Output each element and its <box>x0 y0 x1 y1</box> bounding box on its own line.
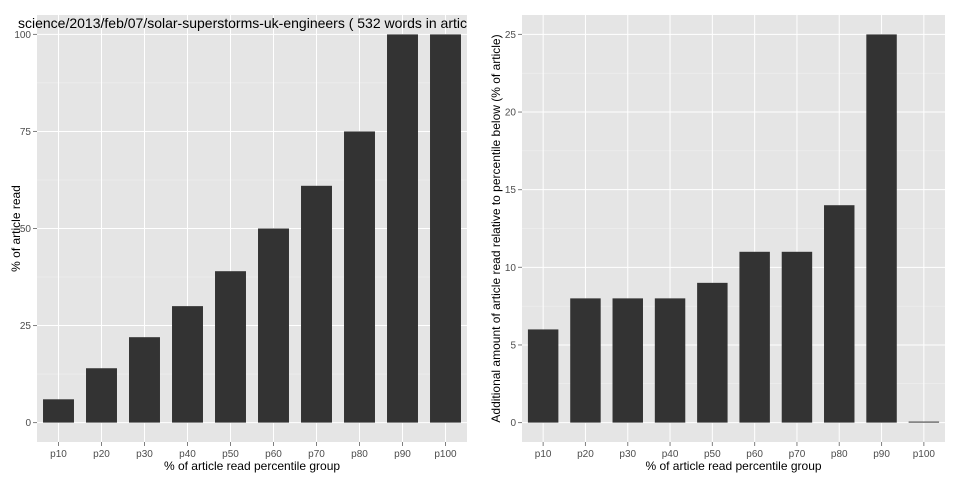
left-y-ticks: 0 25 50 75 100 <box>14 30 37 429</box>
right-bar-p70 <box>781 251 813 423</box>
right-x-tick-label: p50 <box>704 449 721 460</box>
right-x-tick-label: p40 <box>662 449 679 460</box>
left-x-tick-label: p30 <box>136 449 153 460</box>
right-x-tick-label: p100 <box>913 449 936 460</box>
right-bar-p90 <box>866 34 897 423</box>
left-y-tick-label: 75 <box>20 127 32 138</box>
right-x-tick-label: p90 <box>873 449 890 460</box>
right-y-ticks: 0 5 10 15 20 25 <box>505 30 522 429</box>
right-bars <box>527 34 940 423</box>
left-y-tick-label: 100 <box>14 30 31 41</box>
right-bar-p30 <box>612 298 643 423</box>
left-bar-p100 <box>430 34 461 423</box>
right-y-tick-label: 15 <box>505 185 517 196</box>
left-y-tick-label: 0 <box>25 418 31 429</box>
left-x-tick-label: p70 <box>308 449 325 460</box>
left-x-tick-label: p60 <box>265 449 282 460</box>
left-x-tick-label: p50 <box>222 449 239 460</box>
right-x-tick-label: p80 <box>831 449 848 460</box>
left-x-tick-label: p10 <box>50 449 67 460</box>
left-x-tick-label: p100 <box>434 449 457 460</box>
left-bar-p80 <box>344 131 375 423</box>
left-bar-p20 <box>86 368 117 423</box>
left-y-tick-label: 50 <box>20 224 32 235</box>
right-bar-p10 <box>527 329 559 423</box>
left-x-tick-label: p40 <box>179 449 196 460</box>
left-y-tick-label: 25 <box>20 321 32 332</box>
left-chart-title: science/2013/feb/07/solar-superstorms-uk… <box>18 15 467 31</box>
right-x-tick-label: p70 <box>789 449 806 460</box>
right-bar-p50 <box>697 282 728 423</box>
left-x-axis-title: % of article read percentile group <box>164 459 340 473</box>
right-y-tick-label: 5 <box>510 340 516 351</box>
right-y-tick-label: 25 <box>505 30 517 41</box>
right-x-tick-label: p20 <box>577 449 594 460</box>
right-x-axis-title: % of article read percentile group <box>645 459 821 473</box>
left-x-tick-label: p20 <box>93 449 110 460</box>
right-bar-p100 <box>908 421 940 423</box>
left-bar-p30 <box>129 337 160 423</box>
right-y-tick-label: 20 <box>505 108 517 119</box>
right-y-axis-title: Additional amount of article read relati… <box>489 34 503 422</box>
left-bar-p10 <box>43 399 74 423</box>
right-bar-p20 <box>570 298 601 423</box>
right-x-ticks: p10 p20 p30 p40 p50 p60 p70 p80 p90 p100 <box>535 442 936 460</box>
left-x-ticks: p10 p20 p30 p40 p50 p60 p70 p80 p90 p100 <box>50 442 457 460</box>
left-bars <box>43 34 461 423</box>
right-y-tick-label: 10 <box>505 263 517 274</box>
left-bar-p70 <box>301 185 332 423</box>
right-x-tick-label: p10 <box>535 449 552 460</box>
left-y-axis-title: % of article read <box>9 185 23 272</box>
right-y-tick-label: 0 <box>510 418 516 429</box>
left-x-tick-label: p90 <box>394 449 411 460</box>
left-bar-p40 <box>172 306 203 423</box>
right-bar-p80 <box>824 205 855 423</box>
left-bar-p90 <box>387 34 418 423</box>
right-bar-p40 <box>654 298 686 423</box>
right-x-tick-label: p60 <box>746 449 763 460</box>
left-bar-p50 <box>215 271 246 423</box>
right-x-tick-label: p30 <box>619 449 636 460</box>
right-bar-p60 <box>739 251 770 423</box>
left-x-tick-label: p80 <box>351 449 368 460</box>
left-bar-p60 <box>258 228 289 423</box>
